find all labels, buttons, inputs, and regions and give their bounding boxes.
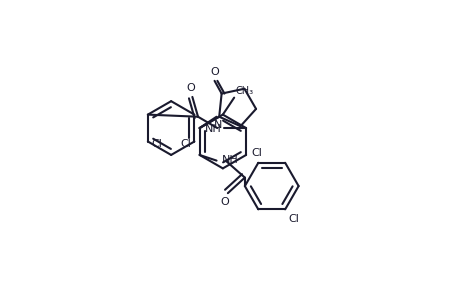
Text: Cl: Cl bbox=[180, 139, 191, 149]
Text: CH₃: CH₃ bbox=[236, 86, 254, 96]
Text: Cl: Cl bbox=[251, 148, 262, 158]
Text: NH: NH bbox=[222, 155, 238, 165]
Text: N: N bbox=[214, 119, 222, 130]
Text: Cl: Cl bbox=[151, 139, 162, 149]
Text: O: O bbox=[220, 198, 229, 207]
Text: O: O bbox=[211, 67, 219, 77]
Text: Cl: Cl bbox=[288, 215, 299, 224]
Text: O: O bbox=[187, 83, 195, 93]
Text: NH: NH bbox=[205, 124, 222, 134]
